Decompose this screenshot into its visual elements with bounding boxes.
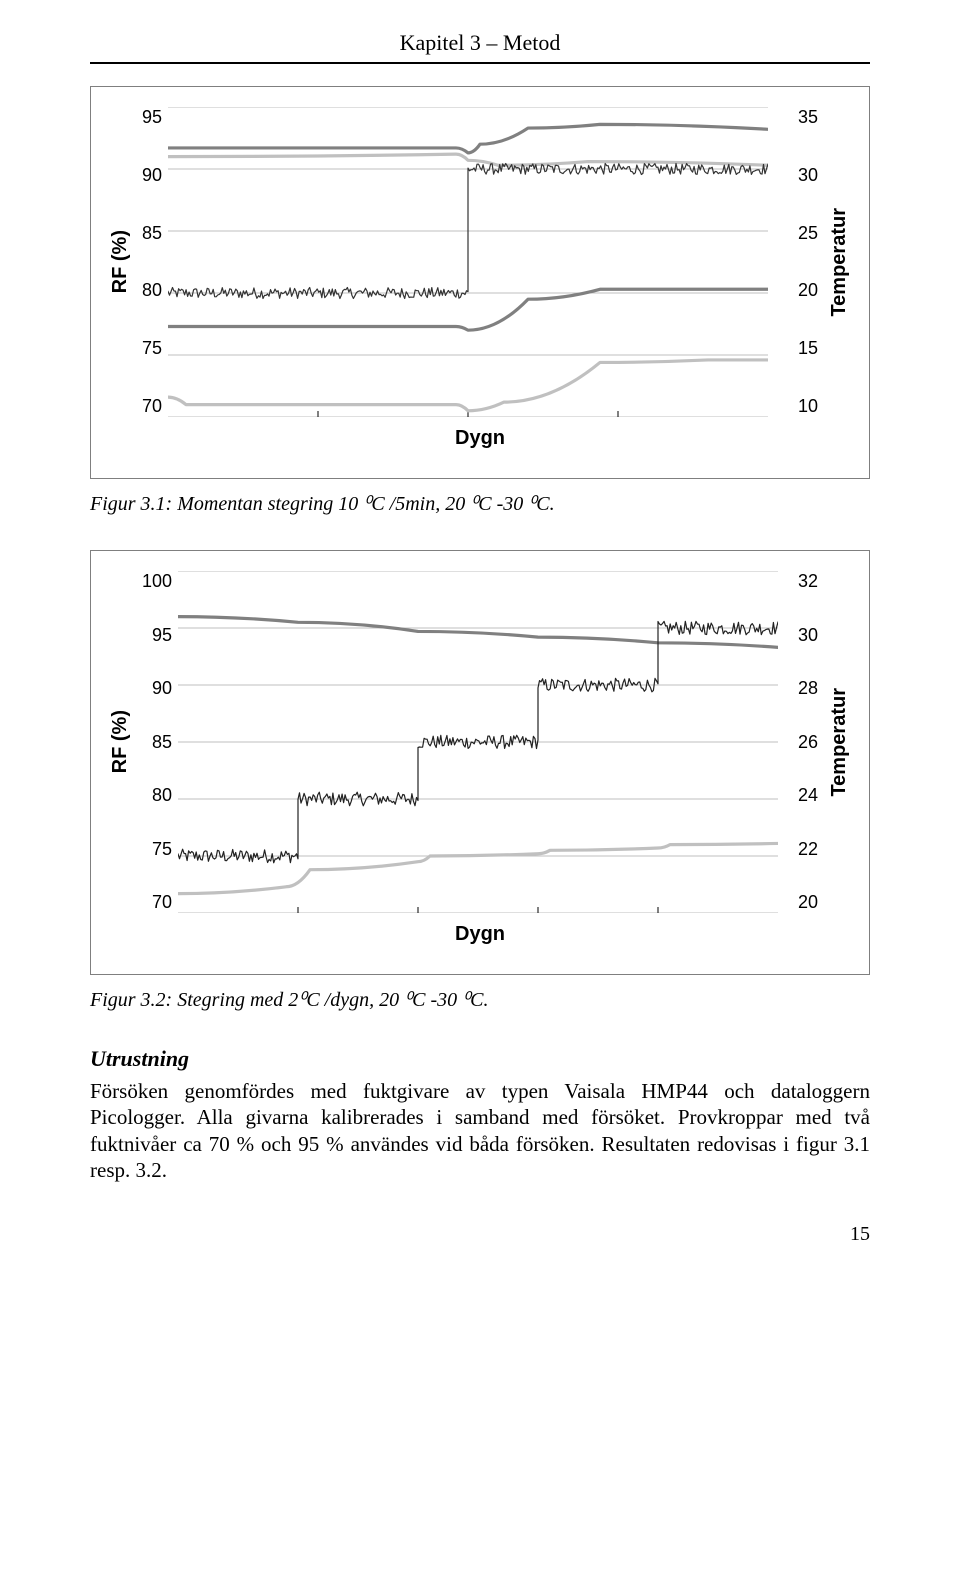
tick-label: 30: [798, 165, 818, 186]
tick-label: 75: [142, 839, 172, 860]
tick-label: 25: [798, 223, 818, 244]
tick-label: 20: [798, 892, 818, 913]
caption-3-1: Figur 3.1: Momentan stegring 10 ⁰C /5min…: [90, 491, 870, 516]
tick-label: 70: [142, 396, 162, 417]
chart2-plot: [178, 571, 792, 913]
chart1-ticks-right: 35 30 25 20 15 10: [792, 107, 818, 417]
chart1-plot: [168, 107, 792, 417]
tick-label: 85: [142, 732, 172, 753]
tick-label: 85: [142, 223, 162, 244]
chart1-x-label: Dygn: [109, 427, 851, 450]
section-header-utrustning: Utrustning: [90, 1046, 870, 1072]
tick-label: 15: [798, 338, 818, 359]
tick-label: 28: [798, 678, 818, 699]
chart1-y-left-label: RF (%): [109, 230, 132, 293]
page-number: 15: [90, 1223, 870, 1246]
chart-figure-3-1: RF (%) 95 90 85 80 75 70 35 30 25 20 15 10 Tempera…: [90, 86, 870, 479]
chart-figure-3-2: RF (%) 100 95 90 85 80 75 70 32 30 28 26 24 22 20 Te…: [90, 550, 870, 975]
tick-label: 95: [142, 625, 172, 646]
chart2-y-left-label: RF (%): [109, 710, 132, 773]
chart2-ticks-right: 32 30 28 26 24 22 20: [792, 571, 818, 913]
tick-label: 26: [798, 732, 818, 753]
chart1-ticks-left: 95 90 85 80 75 70: [142, 107, 168, 417]
tick-label: 32: [798, 571, 818, 592]
tick-label: 100: [142, 571, 172, 592]
chart2-x-label: Dygn: [109, 923, 851, 946]
chart1-y-right-label: Temperatur: [828, 208, 851, 317]
tick-label: 20: [798, 280, 818, 301]
tick-label: 95: [142, 107, 162, 128]
tick-label: 35: [798, 107, 818, 128]
tick-label: 70: [142, 892, 172, 913]
tick-label: 75: [142, 338, 162, 359]
tick-label: 24: [798, 785, 818, 806]
caption-3-2: Figur 3.2: Stegring med 2⁰C /dygn, 20 ⁰C…: [90, 987, 870, 1012]
chapter-header: Kapitel 3 – Metod: [90, 30, 870, 56]
tick-label: 22: [798, 839, 818, 860]
body-paragraph: Försöken genomfördes med fuktgivare av t…: [90, 1078, 870, 1183]
tick-label: 90: [142, 678, 172, 699]
tick-label: 10: [798, 396, 818, 417]
header-divider: [90, 62, 870, 64]
tick-label: 90: [142, 165, 162, 186]
tick-label: 30: [798, 625, 818, 646]
chart2-y-right-label: Temperatur: [828, 688, 851, 797]
tick-label: 80: [142, 280, 162, 301]
chart2-ticks-left: 100 95 90 85 80 75 70: [142, 571, 178, 913]
tick-label: 80: [142, 785, 172, 806]
